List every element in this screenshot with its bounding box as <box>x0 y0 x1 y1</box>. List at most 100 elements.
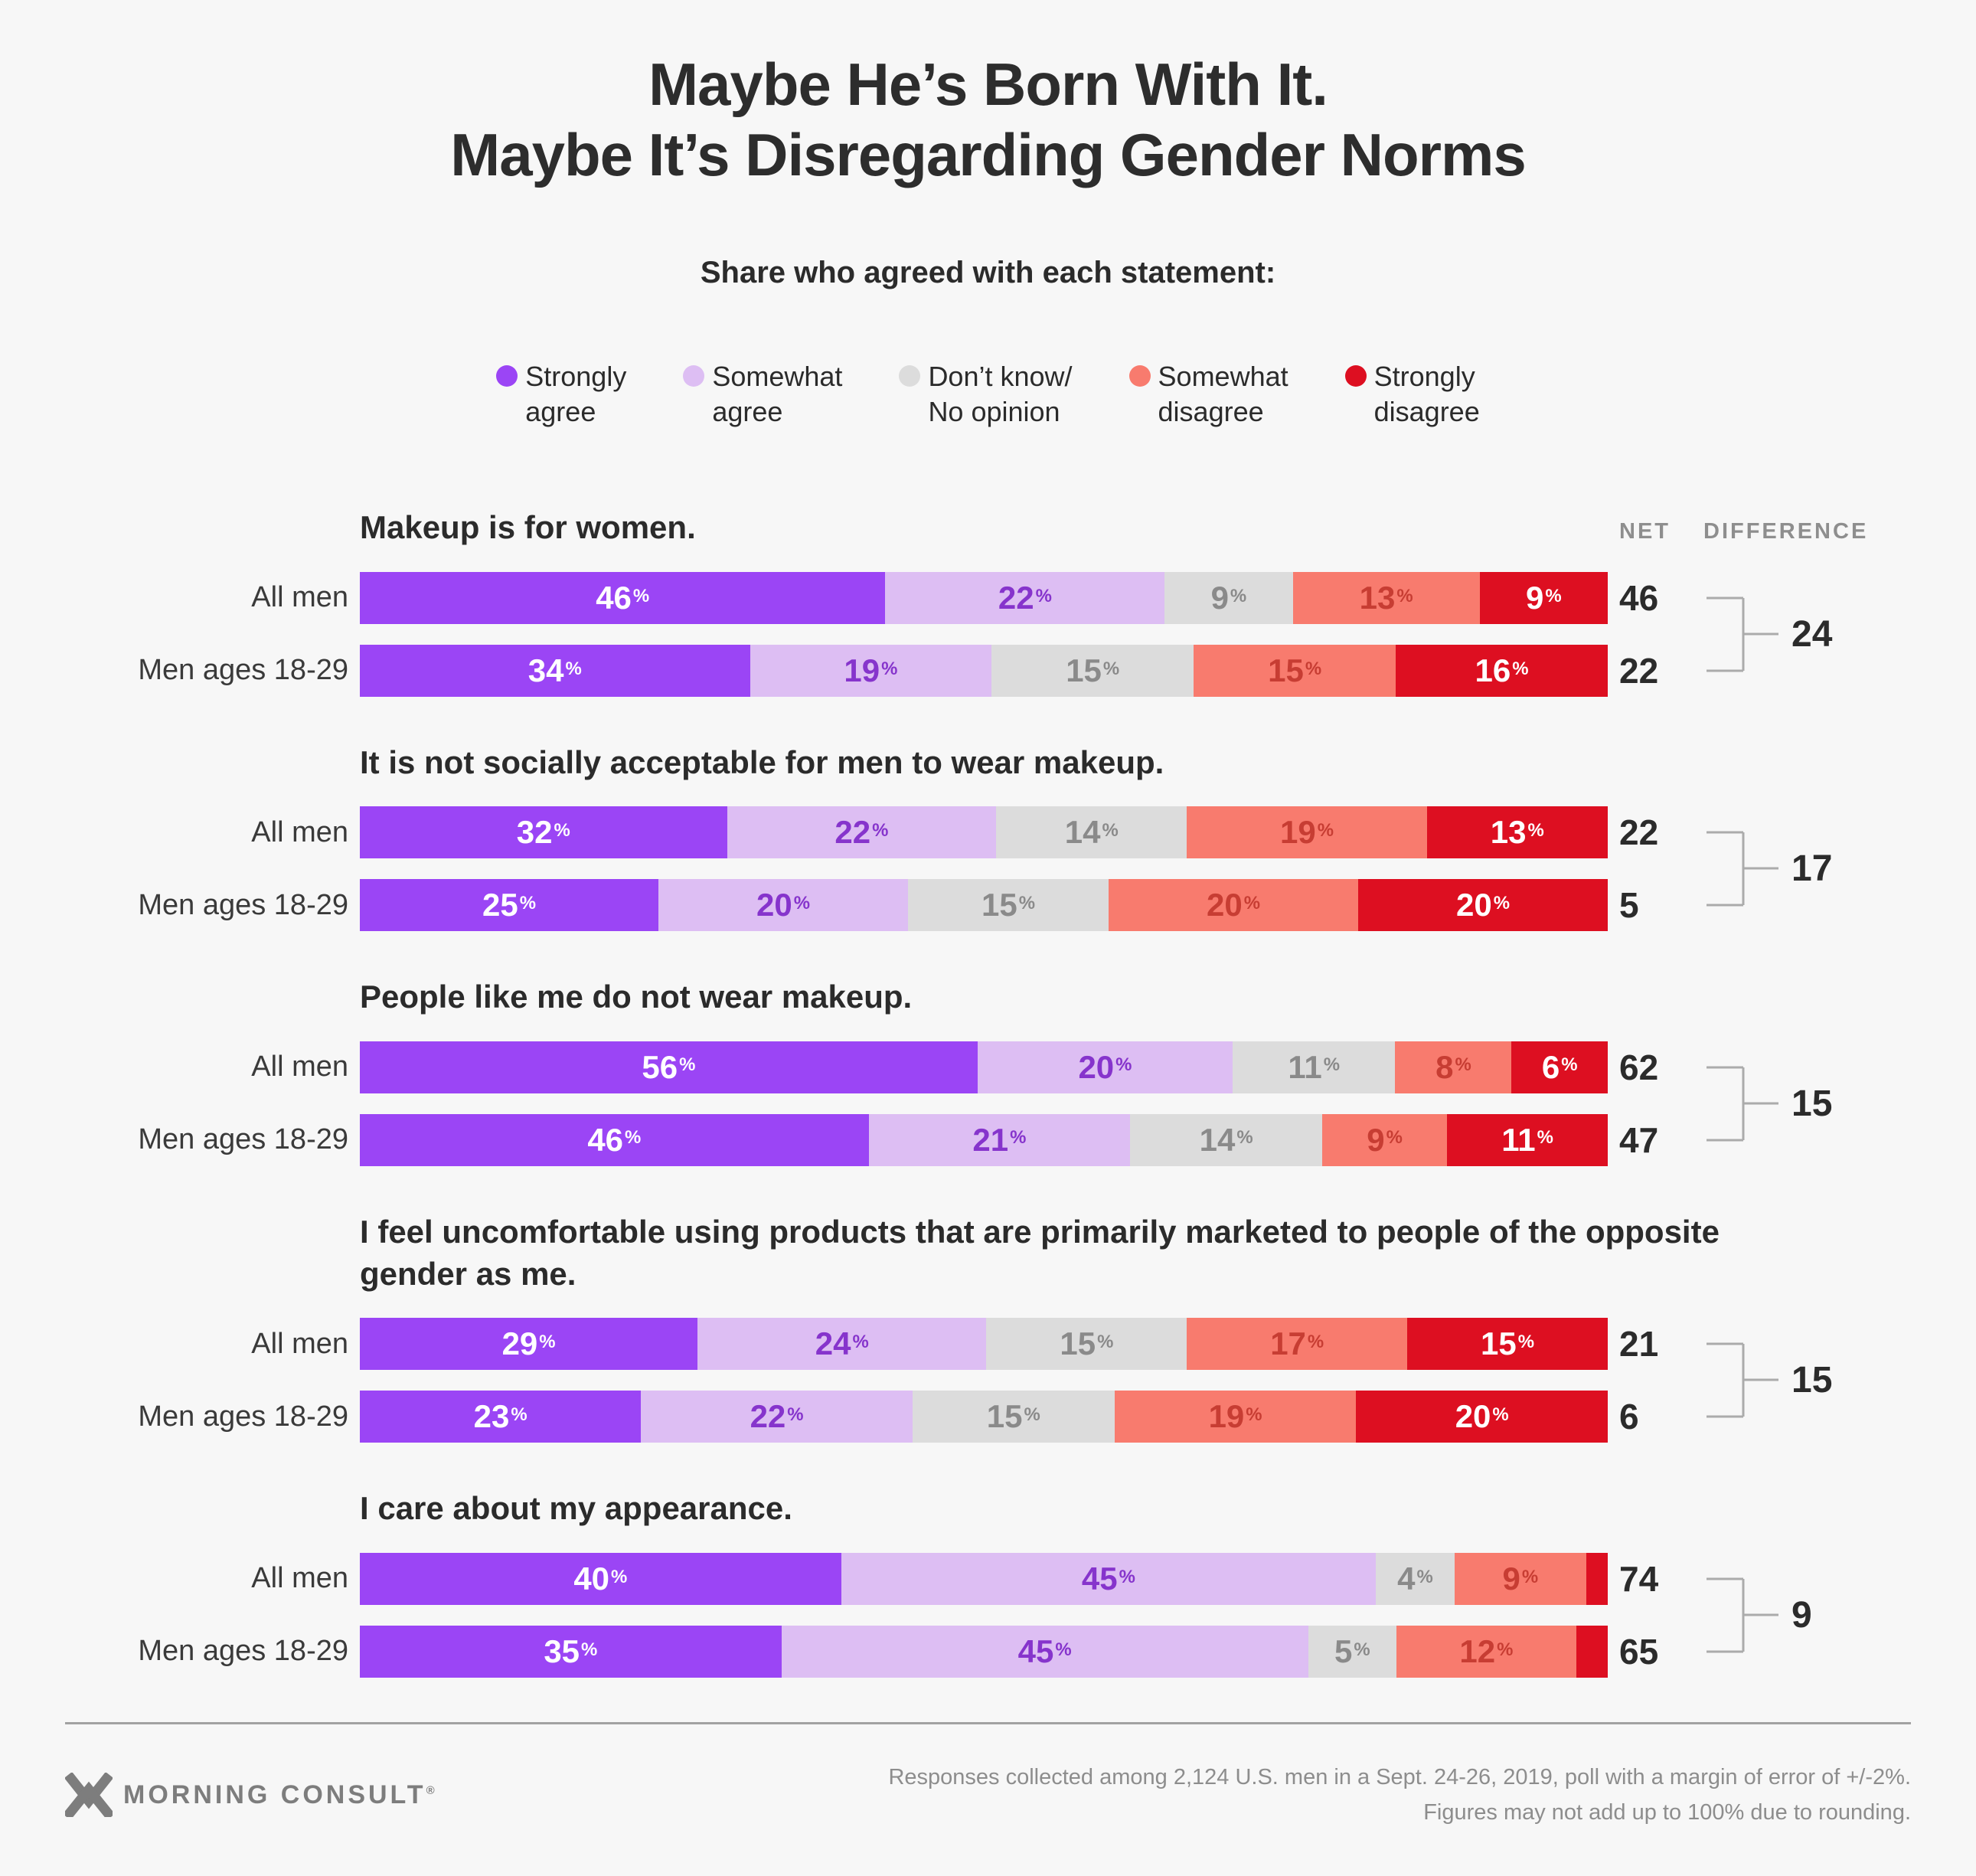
bar-segment: 15% <box>1407 1318 1608 1371</box>
segment-number: 40 <box>573 1560 610 1597</box>
percent-sign: % <box>611 1566 628 1587</box>
percent-sign: % <box>1305 658 1322 679</box>
bar-segment: 15% <box>986 1318 1187 1371</box>
stacked-bar: 35% 45% 5% 12% <box>360 1625 1609 1678</box>
percent-sign: % <box>1102 658 1120 679</box>
percent-sign: % <box>1455 1054 1471 1076</box>
net-value: 5 <box>1619 885 1639 926</box>
segment-number: 9 <box>1526 579 1544 616</box>
bar-segment: 22% <box>641 1391 913 1443</box>
statement-group: It is not socially acceptable for men to… <box>65 741 1911 932</box>
segment-number: 4 <box>1397 1560 1416 1597</box>
legend-label-line1: Strongly <box>1373 361 1475 393</box>
segment-number: 45 <box>1017 1633 1054 1669</box>
page-title: Maybe He’s Born With It. Maybe It’s Disr… <box>65 49 1911 190</box>
segment-value: 20% <box>1078 1049 1132 1086</box>
segment-value: 12% <box>1459 1633 1513 1670</box>
legend: Strongly agree Somewhat agree Don’t know/No … <box>65 359 1911 430</box>
segment-number: 13 <box>1490 814 1527 851</box>
percent-sign: % <box>1493 893 1510 913</box>
statement-header-row: I care about my appearance. <box>65 1487 1911 1529</box>
bar-segment: 17% <box>1187 1318 1407 1371</box>
percent-sign: % <box>539 1332 556 1353</box>
segment-value: 15% <box>1066 652 1119 689</box>
percent-sign: % <box>1246 1404 1262 1426</box>
segment-value: 15% <box>1060 1325 1113 1362</box>
legend-label-line2: No opinion <box>928 396 1060 428</box>
segment-value: 45% <box>1082 1561 1135 1597</box>
statement-group: People like me do not wear makeup. All me… <box>65 976 1911 1166</box>
bar-segment: 15% <box>1194 644 1396 697</box>
difference-value: 17 <box>1791 848 1833 890</box>
registered-mark: ® <box>426 1783 438 1797</box>
statement-group: Makeup is for women. NET DIFFERENCE All men… <box>65 506 1911 697</box>
net-value: 74 <box>1619 1558 1659 1599</box>
bar-segment: 56% <box>360 1041 978 1093</box>
percent-sign: % <box>625 1127 642 1149</box>
segment-number: 25 <box>482 887 518 923</box>
segment-number: 5 <box>1334 1633 1353 1669</box>
net-value: 46 <box>1619 577 1659 618</box>
percent-sign: % <box>1102 820 1119 841</box>
statement-group: I feel uncomfortable using products that… <box>65 1211 1911 1443</box>
statement-header-row: People like me do not wear makeup. <box>65 976 1911 1018</box>
legend-item: Somewhat disagree <box>1128 359 1288 430</box>
segment-number: 14 <box>1199 1121 1236 1158</box>
bar-segment: 20% <box>658 879 908 932</box>
bar-segment <box>1576 1625 1609 1678</box>
row-label: All men <box>251 1051 348 1083</box>
bar-segment: 20% <box>1358 879 1608 932</box>
bar-rows: All men 46% 22% 9% 13% 9% 46 Men ages 18-29 34% 1… <box>65 571 1911 697</box>
bar-rows: All men 29% 24% 15% 17% 15% 21 Men ages 18-29 23… <box>65 1318 1911 1443</box>
segment-number: 14 <box>1064 814 1101 851</box>
percent-sign: % <box>1521 1566 1539 1587</box>
legend-label-line1: Don’t know/ <box>928 361 1073 393</box>
difference-bracket <box>1703 1318 1780 1443</box>
segment-value: 22% <box>750 1398 804 1435</box>
legend-label-line2: agree <box>525 396 596 428</box>
legend-label-line2: disagree <box>1158 396 1264 428</box>
percent-sign: % <box>679 1054 696 1076</box>
stacked-bar: 46% 21% 14% 9% 11% <box>360 1113 1608 1166</box>
stacked-bar: 25% 20% 15% 20% 20% <box>360 879 1608 932</box>
page-title-line2: Maybe It’s Disregarding Gender Norms <box>450 121 1526 189</box>
row-label: All men <box>251 815 348 848</box>
row-label: All men <box>251 1562 348 1595</box>
percent-sign: % <box>565 658 582 679</box>
stacked-bar: 32% 22% 14% 19% 13% <box>360 806 1608 859</box>
segment-number: 46 <box>596 579 632 616</box>
bar-segment: 9% <box>1164 571 1293 624</box>
segment-number: 56 <box>642 1048 678 1085</box>
segment-value: 29% <box>502 1325 556 1362</box>
row-label: Men ages 18-29 <box>138 1400 348 1433</box>
percent-sign: % <box>1416 1566 1433 1587</box>
segment-value: 13% <box>1491 814 1544 851</box>
statement-header-row: Makeup is for women. NET DIFFERENCE <box>65 506 1911 548</box>
segment-number: 11 <box>1501 1121 1536 1158</box>
segment-number: 22 <box>834 814 871 851</box>
statement-group: I care about my appearance. All men 40% 45%… <box>65 1487 1911 1678</box>
bar-segment: 19% <box>1187 806 1427 859</box>
statement-title: I care about my appearance. <box>360 1490 792 1527</box>
difference-bracket <box>1703 1041 1780 1166</box>
segment-value: 13% <box>1360 580 1413 616</box>
segment-value: 35% <box>544 1633 597 1670</box>
segment-number: 15 <box>986 1398 1023 1435</box>
segment-number: 35 <box>544 1633 580 1669</box>
stacked-bar: 56% 20% 11% 8% 6% <box>360 1041 1608 1093</box>
segment-number: 34 <box>527 652 564 688</box>
segment-value: 24% <box>815 1325 869 1362</box>
bar-segment <box>1586 1552 1608 1605</box>
percent-sign: % <box>1035 585 1052 606</box>
segment-value: 20% <box>1456 887 1510 923</box>
percent-sign: % <box>1010 1127 1027 1149</box>
bar-segment: 25% <box>360 879 658 932</box>
legend-item-label: Strongly disagree <box>1374 359 1480 430</box>
bar-segment: 45% <box>781 1625 1308 1678</box>
logo-m-icon <box>65 1773 113 1818</box>
bar-segment: 23% <box>360 1391 642 1443</box>
segment-number: 22 <box>998 579 1034 616</box>
net-header: NET <box>1619 518 1671 544</box>
percent-sign: % <box>881 658 898 679</box>
bar-segment: 11% <box>1447 1113 1608 1166</box>
